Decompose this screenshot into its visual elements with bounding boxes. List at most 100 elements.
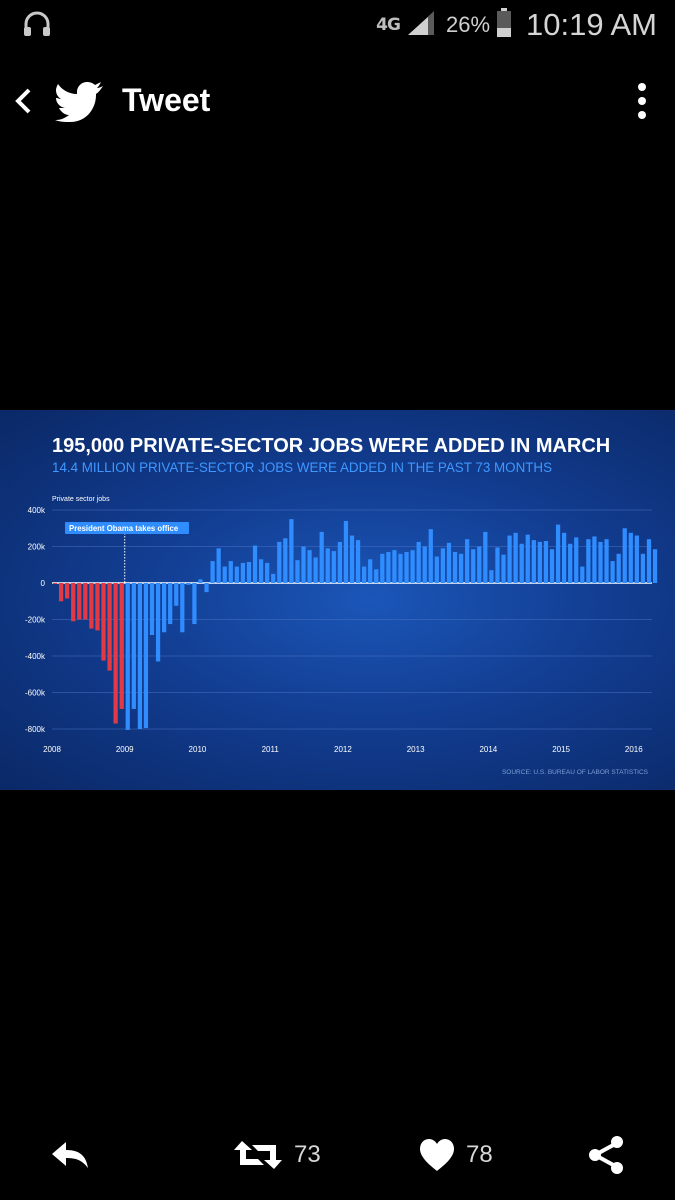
y-tick-label: -200k [25,616,46,625]
bar [222,566,227,583]
annotation-box [65,522,189,534]
bar [483,531,488,583]
x-tick-label: 2013 [407,745,425,754]
x-tick-label: 2015 [552,745,570,754]
bar [616,553,621,583]
like-count: 78 [466,1141,493,1168]
bar [71,583,76,622]
bar [580,566,585,583]
bar [228,561,233,583]
bar [519,543,524,583]
bar [471,549,476,583]
y-tick-label: 400k [28,506,46,515]
bar [186,583,191,585]
chart-title: 195,000 PRIVATE-SECTOR JOBS WERE ADDED I… [52,435,610,457]
bar [531,540,536,583]
retweet-button[interactable]: 73 [232,1120,321,1190]
bar [240,562,246,583]
bar [83,583,88,620]
bar [386,551,391,583]
tweet-actions: 73 78 [0,1120,675,1190]
bar [337,541,342,583]
bar [234,566,239,583]
bar [428,529,433,583]
bar [525,534,530,583]
bar [634,535,639,583]
reply-button[interactable] [48,1120,92,1190]
bar [289,519,294,583]
status-bar: 4G 26% 10:19 AM [0,0,675,50]
bar [119,583,124,709]
bar [271,573,276,583]
overflow-menu-icon[interactable] [630,78,654,124]
twitter-bird-icon[interactable] [55,80,105,122]
like-button[interactable]: 78 [418,1120,493,1190]
bar [155,583,161,662]
y-tick-label: 200k [28,543,46,552]
bar [440,548,446,583]
bar [507,535,512,583]
bar [368,559,373,583]
bar [301,546,306,583]
bar [574,537,579,583]
share-button[interactable] [586,1120,626,1190]
signal-icon [406,9,436,42]
bar [95,583,100,631]
bar [58,583,64,602]
bar [258,559,264,583]
y-tick-label: -400k [25,652,46,661]
bar [404,551,409,583]
y-tick-label: 0 [41,579,46,588]
bar [349,535,355,583]
tweet-image[interactable]: 195,000 PRIVATE-SECTOR JOBS WERE ADDED I… [0,410,675,790]
y-tick-label: -600k [25,689,46,698]
bar [374,569,379,583]
bar [174,583,179,606]
bar [180,583,185,633]
bar [295,560,300,583]
bar [198,579,203,583]
jobs-chart: 195,000 PRIVATE-SECTOR JOBS WERE ADDED I… [25,435,658,776]
bar [555,524,561,583]
bar [168,583,173,625]
bar [101,583,106,661]
heart-icon [420,1139,454,1171]
bar [331,551,336,583]
network-4g-lte-icon: 4G [376,15,401,35]
bar [416,541,421,583]
bar [107,583,112,671]
bar [586,539,591,583]
bar [343,520,349,583]
bar [543,541,549,583]
bar [646,539,652,583]
bar [465,539,470,583]
bar [392,550,397,583]
bar [640,553,646,583]
bar [216,548,221,583]
bar [652,549,658,583]
back-arrow-icon[interactable] [12,84,36,118]
bar [477,546,482,583]
bar [501,554,506,583]
bar [65,583,70,599]
bar [355,540,361,583]
bar [592,536,597,583]
x-tick-label: 2008 [43,745,61,754]
retweet-icon [234,1141,282,1169]
app-bar: Tweet [0,70,675,132]
bar [277,541,282,583]
bar [410,550,415,583]
bar [319,531,324,583]
bar [610,561,615,583]
x-tick-label: 2009 [116,745,134,754]
bar [422,546,427,583]
chart-source: SOURCE: U.S. BUREAU OF LABOR STATISTICS [502,769,649,776]
bar [489,570,494,583]
chart-subtitle: 14.4 MILLION PRIVATE-SECTOR JOBS WERE AD… [52,460,552,475]
x-tick-label: 2011 [262,745,280,754]
y-tick-label: -800k [25,725,46,734]
bar [380,553,385,583]
bar [113,583,118,724]
bar [362,566,367,583]
page-title: Tweet [122,82,211,118]
